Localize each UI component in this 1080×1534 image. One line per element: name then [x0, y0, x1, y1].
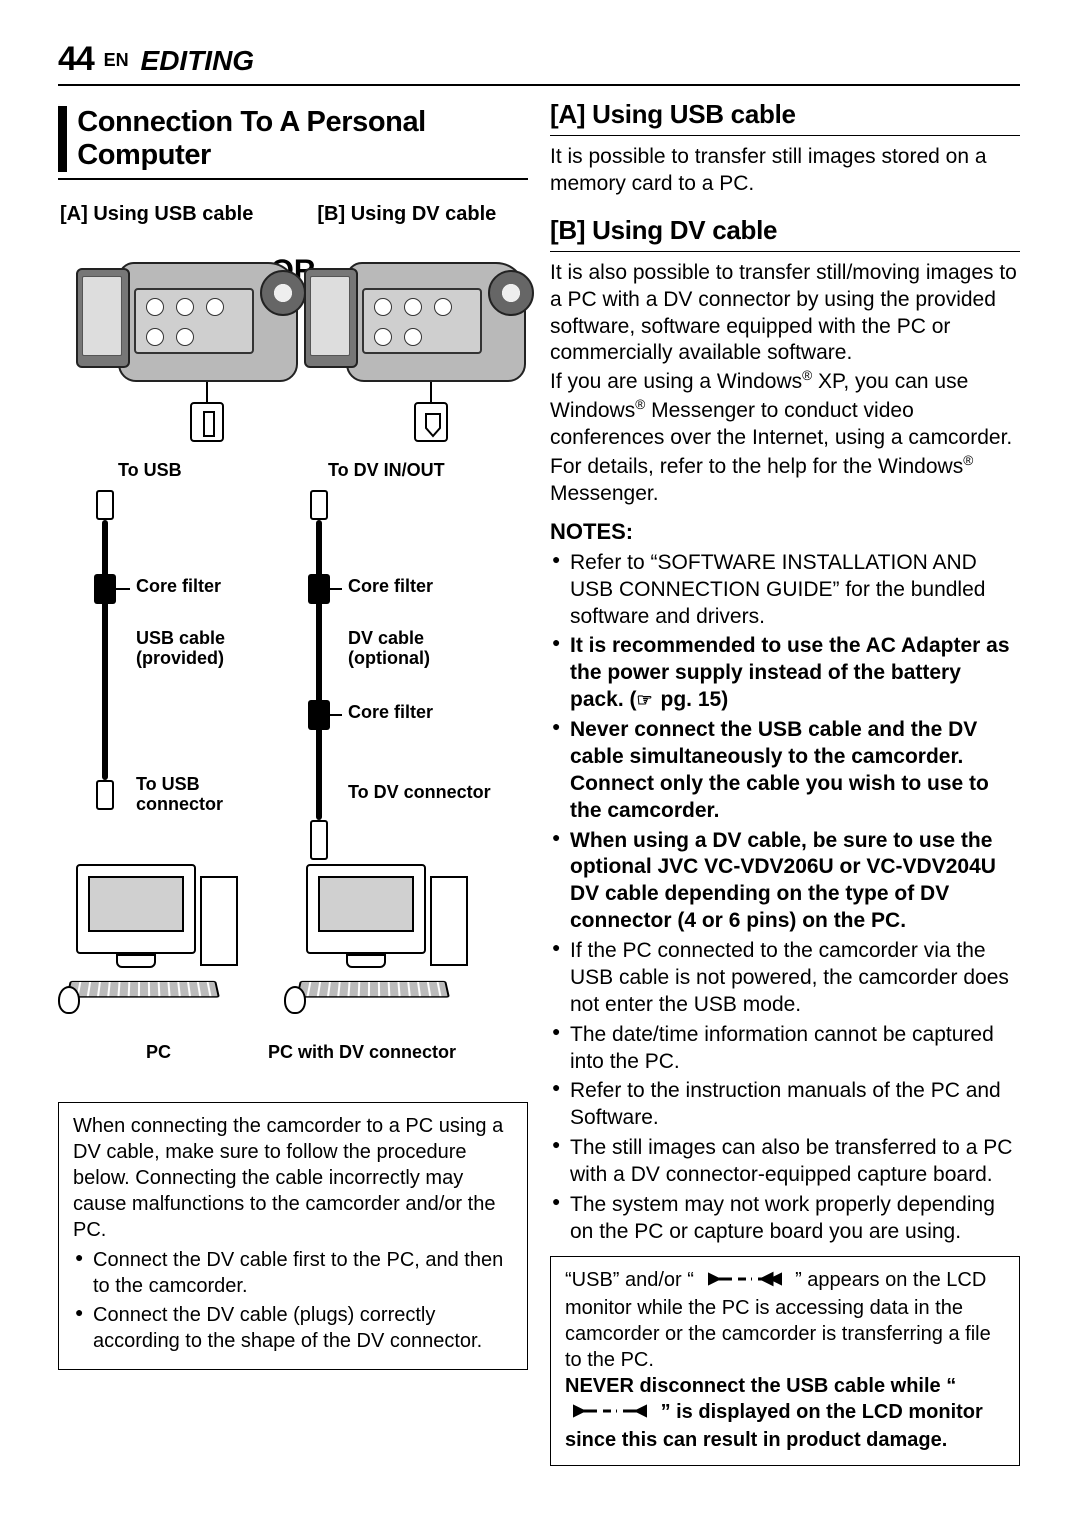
transfer-arrow-icon [573, 1401, 647, 1427]
heading-bar [58, 106, 67, 173]
note-7: Refer to the instruction manuals of the … [552, 1078, 1020, 1132]
heading-a: [A] Using USB cable [550, 98, 1020, 136]
notes-list: Refer to “SOFTWARE INSTALLATION AND USB … [550, 550, 1020, 1246]
note-9: The system may not work properly dependi… [552, 1192, 1020, 1246]
label-a: [A] Using USB cable [60, 202, 317, 228]
box-intro: When connecting the camcorder to a PC us… [73, 1113, 513, 1243]
pc-tower-right [430, 876, 468, 966]
usb-plug-bottom [96, 780, 114, 810]
label-to-dv: To DV IN/OUT [328, 460, 445, 481]
note-5: If the PC connected to the camcorder via… [552, 938, 1020, 1019]
note-8: The still images can also be transferred… [552, 1135, 1020, 1189]
pc-mouse-right [284, 986, 306, 1014]
dv-core-filter-1 [308, 574, 330, 604]
right-warning-box: “USB” and/or “ ” appears on the LCD moni… [550, 1256, 1020, 1466]
pc-keyboard-left [66, 981, 220, 998]
page-header: 44 EN EDITING [58, 38, 1020, 86]
label-to-usb: To USB [118, 460, 182, 481]
pointer-icon: ☞ [637, 689, 653, 712]
box-bullet-2: Connect the DV cable (plugs) correctly a… [75, 1302, 513, 1354]
transfer-arrow-icon [708, 1269, 782, 1295]
label-core-filter-2: Core filter [348, 576, 433, 597]
label-dv-cable: DV cable(optional) [348, 628, 430, 669]
para-a: It is possible to transfer still images … [550, 144, 1020, 198]
note-3: Never connect the USB cable and the DV c… [552, 717, 1020, 825]
notes-heading: NOTES: [550, 518, 1020, 546]
page-number: 44 [58, 40, 94, 78]
dv-core-filter-2 [308, 700, 330, 730]
dv-plug-bottom [310, 820, 328, 860]
pc-monitor-left [76, 864, 196, 954]
label-core-filter-1: Core filter [136, 576, 221, 597]
label-usb-cable: USB cable(provided) [136, 628, 225, 669]
usb-cable [102, 520, 108, 780]
page-section: EDITING [141, 45, 255, 76]
usb-plug-top [96, 490, 114, 520]
usb-core-filter [94, 574, 116, 604]
note-4: When using a DV cable, be sure to use th… [552, 828, 1020, 936]
left-column: Connection To A Personal Computer [A] Us… [58, 92, 528, 1466]
connection-diagram: OR [58, 234, 528, 1084]
label-pc: PC [146, 1042, 171, 1063]
heading-b: [B] Using DV cable [550, 214, 1020, 252]
dv-plug-top [310, 490, 328, 520]
main-heading: Connection To A Personal Computer [77, 106, 528, 173]
para-b1: It is also possible to transfer still/mo… [550, 260, 1020, 368]
label-pc-dv: PC with DV connector [268, 1042, 456, 1063]
pc-keyboard-right [296, 981, 450, 998]
note-1: Refer to “SOFTWARE INSTALLATION AND USB … [552, 550, 1020, 631]
dv-port-icon [414, 402, 448, 442]
right-column: [A] Using USB cable It is possible to tr… [550, 92, 1020, 1466]
box-bullet-1: Connect the DV cable first to the PC, an… [75, 1247, 513, 1299]
label-to-dv-connector: To DV connector [348, 782, 491, 803]
main-heading-wrap: Connection To A Personal Computer [58, 106, 528, 181]
pc-monitor-right [306, 864, 426, 954]
pc-tower-left [200, 876, 238, 966]
note-6: The date/time information cannot be capt… [552, 1022, 1020, 1076]
dv-cable [316, 520, 322, 820]
column-labels: [A] Using USB cable [B] Using DV cable [60, 202, 528, 228]
pc-mouse-left [58, 986, 80, 1014]
label-core-filter-3: Core filter [348, 702, 433, 723]
note-2: It is recommended to use the AC Adapter … [552, 633, 1020, 714]
usb-port-icon [190, 402, 224, 442]
left-note-box: When connecting the camcorder to a PC us… [58, 1102, 528, 1370]
label-b: [B] Using DV cable [317, 202, 496, 228]
camcorder-right [346, 262, 526, 382]
label-to-usb-connector: To USBconnector [136, 774, 223, 815]
para-b2: If you are using a Windows® XP, you can … [550, 367, 1020, 507]
page-lang: EN [104, 50, 129, 70]
camcorder-left [118, 262, 298, 382]
